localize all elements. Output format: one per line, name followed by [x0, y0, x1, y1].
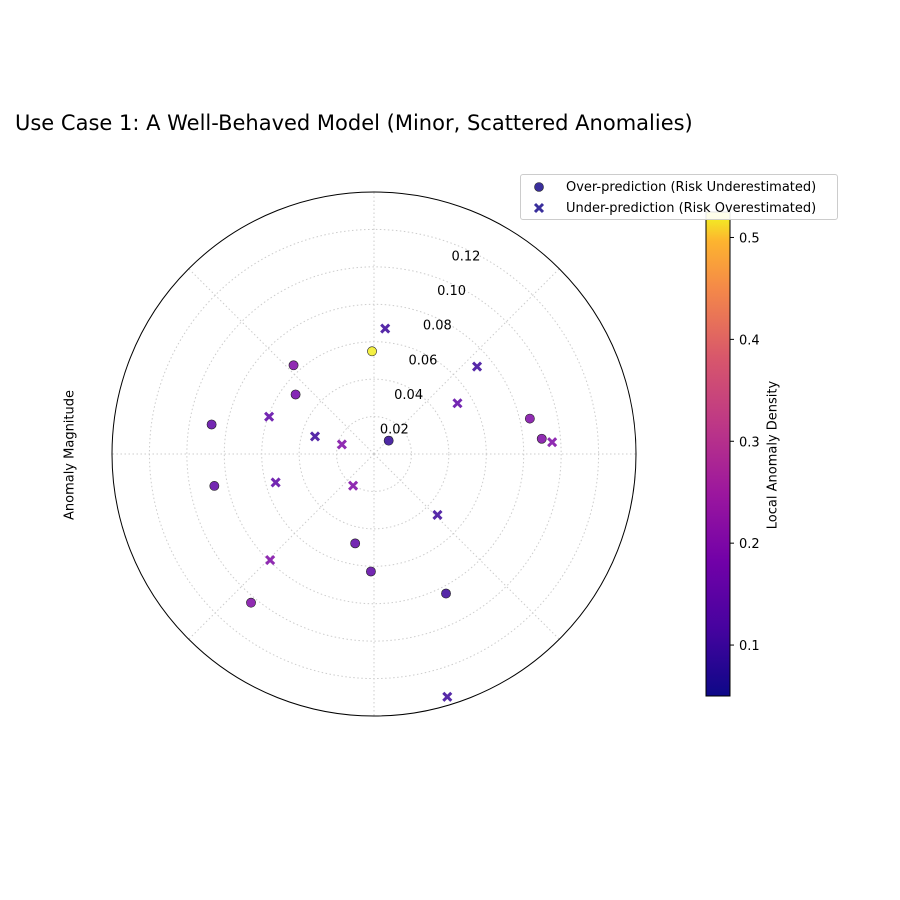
- colorbar-tick-label: 0.5: [739, 231, 760, 246]
- over-prediction-point: [441, 588, 451, 599]
- r-tick-label: 0.06: [408, 353, 437, 368]
- over-prediction-point: [350, 538, 361, 549]
- legend: Over-prediction (Risk Underestimated) Un…: [520, 174, 838, 220]
- over-prediction-point: [290, 389, 301, 400]
- legend-label-over: Over-prediction (Risk Underestimated): [566, 179, 817, 195]
- under-prediction-point: [471, 361, 483, 372]
- polar-frame: [111, 191, 637, 717]
- over-prediction-point: [524, 413, 535, 424]
- under-prediction-point: [270, 477, 281, 488]
- x-marker-icon: [533, 202, 545, 214]
- under-prediction-point: [309, 431, 321, 442]
- polar-grid: [111, 191, 637, 717]
- under-prediction-point: [348, 480, 359, 491]
- over-prediction-point: [366, 566, 376, 577]
- r-tick-label: 0.02: [380, 422, 409, 437]
- colorbar: 0.1 0.2 0.3 0.4 0.5: [705, 211, 760, 697]
- circle-marker-icon: [534, 182, 544, 192]
- under-prediction-point: [264, 411, 275, 422]
- colorbar-tick-label: 0.3: [739, 435, 760, 450]
- colorbar-tick-label: 0.2: [739, 537, 760, 552]
- over-prediction-point: [536, 433, 547, 444]
- radial-gridline: [186, 266, 562, 642]
- over-prediction-point: [288, 360, 299, 371]
- r-tick-label: 0.12: [451, 250, 480, 265]
- over-prediction-point: [383, 435, 394, 446]
- over-prediction-point: [206, 419, 217, 430]
- legend-item-over: Over-prediction (Risk Underestimated): [529, 178, 816, 196]
- chart-title: Use Case 1: A Well-Behaved Model (Minor,…: [15, 111, 693, 135]
- under-prediction-point: [547, 437, 558, 448]
- under-prediction-point: [432, 509, 443, 520]
- colorbar-tick-label: 0.1: [739, 639, 760, 654]
- radial-gridline: [223, 303, 525, 605]
- over-prediction-point: [367, 346, 377, 357]
- under-prediction-point: [452, 398, 463, 409]
- colorbar-gradient: [705, 211, 731, 697]
- under-prediction-point: [442, 691, 453, 702]
- over-prediction-point: [209, 481, 220, 491]
- legend-label-under: Under-prediction (Risk Overestimated): [566, 200, 817, 216]
- under-prediction-point: [336, 439, 347, 450]
- under-prediction-point: [380, 323, 391, 334]
- over-prediction-point: [246, 597, 256, 608]
- angular-gridline: [188, 268, 375, 455]
- r-tick-label: 0.04: [394, 388, 423, 403]
- radial-tick-labels: 0.02 0.04 0.06 0.08 0.10 0.12: [380, 250, 481, 438]
- r-tick-label: 0.10: [437, 284, 466, 299]
- data-points: [206, 323, 558, 702]
- angular-gridline: [373, 453, 560, 640]
- radial-gridline: [298, 378, 450, 530]
- under-prediction-point: [265, 554, 276, 566]
- colorbar-tick-label: 0.4: [739, 333, 760, 348]
- legend-item-under: Under-prediction (Risk Overestimated): [529, 199, 816, 217]
- r-tick-label: 0.08: [423, 319, 452, 334]
